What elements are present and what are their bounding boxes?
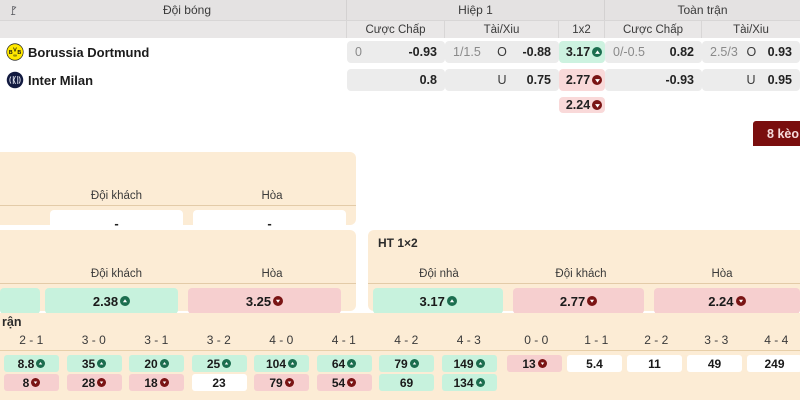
svg-text:B: B: [9, 50, 13, 56]
svg-text:B: B: [17, 50, 21, 56]
svg-text:V: V: [13, 47, 17, 53]
svg-text:09: 09: [13, 54, 17, 58]
